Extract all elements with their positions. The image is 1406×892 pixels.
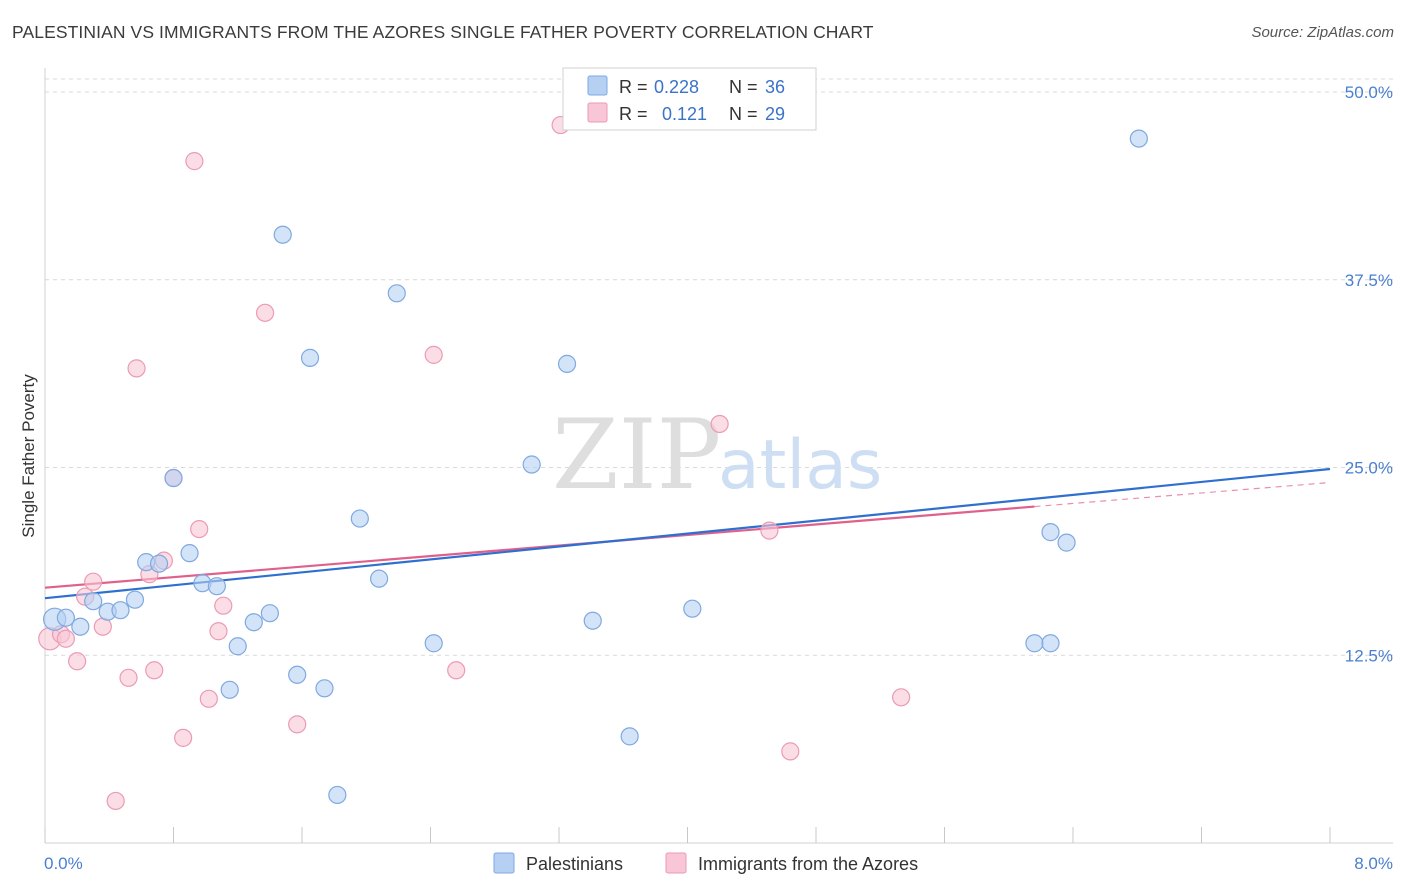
point-palestinian-10 — [180, 544, 199, 563]
point-palestinian-2 — [71, 617, 90, 636]
point-azores-19 — [214, 596, 233, 615]
point-palestinian-5 — [111, 601, 130, 620]
y-tick-label-2: 37.5% — [1345, 271, 1393, 290]
point-azores-7 — [106, 791, 125, 811]
x-tick-max: 8.0% — [1354, 854, 1393, 873]
point-palestinian-3 — [84, 592, 103, 611]
point-palestinian-9 — [164, 468, 183, 488]
point-palestinian-19 — [300, 348, 320, 367]
legend-n-label-1: N = — [729, 77, 758, 97]
point-palestinian-8 — [149, 554, 169, 573]
point-palestinian-33 — [1041, 523, 1060, 542]
legend: R = 0.228 N = 36 R = 0.121 N = 29 — [562, 67, 817, 131]
watermark-atlas: atlas — [718, 426, 882, 505]
bottom-legend-swatch-blue — [493, 852, 515, 874]
point-palestinian-26 — [522, 455, 541, 474]
legend-n-value-2: 29 — [765, 104, 785, 124]
trend-line-palestinians — [44, 467, 1331, 600]
y-tick-label-3: 50.0% — [1345, 83, 1393, 102]
point-palestinian-13 — [220, 680, 239, 699]
data-points — [38, 115, 1148, 811]
point-azores-3 — [68, 652, 87, 671]
point-palestinian-17 — [273, 225, 292, 244]
point-palestinian-23 — [370, 569, 389, 588]
legend-r-value-1: 0.228 — [654, 77, 699, 97]
legend-r-label-2: R = — [619, 104, 648, 124]
chart-title: PALESTINIAN VS IMMIGRANTS FROM THE AZORE… — [12, 22, 874, 42]
x-tick-min: 0.0% — [44, 854, 83, 873]
y-tick-label-1: 25.0% — [1345, 459, 1393, 478]
point-azores-8 — [119, 668, 138, 687]
point-azores-27 — [781, 742, 800, 761]
point-azores-23 — [447, 661, 466, 680]
point-azores-20 — [255, 303, 275, 322]
point-palestinian-24 — [387, 284, 406, 303]
bottom-legend-label-2: Immigrants from the Azores — [698, 854, 918, 874]
point-palestinian-12 — [207, 577, 226, 596]
point-azores-22 — [424, 345, 443, 364]
point-palestinian-29 — [620, 727, 639, 746]
point-palestinian-15 — [244, 613, 263, 632]
point-palestinian-6 — [125, 590, 145, 609]
point-azores-17 — [199, 689, 218, 708]
point-azores-26 — [760, 521, 779, 540]
point-palestinian-18 — [288, 665, 307, 684]
point-palestinian-22 — [350, 509, 369, 528]
bottom-legend-label-1: Palestinians — [526, 854, 623, 874]
point-palestinian-27 — [557, 354, 577, 373]
point-azores-2 — [56, 629, 75, 648]
point-palestinian-14 — [228, 637, 247, 656]
point-palestinian-30 — [683, 599, 702, 618]
legend-swatch-pink — [587, 102, 608, 123]
point-azores-14 — [174, 728, 193, 747]
legend-n-label-2: N = — [729, 104, 758, 124]
legend-r-label-1: R = — [619, 77, 648, 97]
point-palestinian-16 — [260, 604, 279, 623]
axes — [44, 68, 1393, 844]
point-palestinian-28 — [583, 611, 602, 630]
point-azores-28 — [892, 688, 911, 707]
trend-lines — [44, 467, 1331, 600]
trend-line-azores — [44, 505, 1035, 589]
point-azores-6 — [93, 617, 112, 636]
point-azores-11 — [145, 661, 164, 680]
bottom-legend: Palestinians Immigrants from the Azores — [493, 852, 918, 874]
point-palestinian-34 — [1057, 533, 1076, 552]
point-azores-18 — [209, 622, 228, 641]
point-palestinian-35 — [1129, 129, 1148, 148]
point-palestinian-20 — [315, 679, 334, 698]
watermark-zip: ZIP — [552, 399, 721, 511]
point-palestinian-32 — [1041, 634, 1060, 653]
legend-r-value-2: 0.121 — [662, 104, 707, 124]
point-palestinian-31 — [1025, 634, 1044, 653]
y-tick-labels: 12.5% 25.0% 37.5% 50.0% — [1345, 83, 1393, 665]
y-axis-label: Single Father Poverty — [19, 374, 38, 538]
trend-line-azores-extension — [1034, 481, 1331, 508]
source-label: Source: ZipAtlas.com — [1251, 24, 1394, 41]
point-palestinian-25 — [424, 634, 443, 653]
point-azores-16 — [190, 519, 209, 539]
legend-n-value-1: 36 — [765, 77, 785, 97]
point-palestinian-1 — [56, 608, 75, 627]
point-azores-21 — [288, 715, 307, 734]
bottom-legend-swatch-pink — [665, 852, 687, 874]
point-palestinian-21 — [328, 785, 347, 805]
point-azores-25 — [710, 414, 729, 434]
point-azores-9 — [127, 359, 146, 378]
point-azores-5 — [84, 572, 103, 591]
point-azores-15 — [185, 152, 204, 171]
legend-swatch-blue — [587, 75, 608, 96]
grid-lines — [45, 78, 1393, 656]
y-tick-label-0: 12.5% — [1345, 646, 1393, 665]
